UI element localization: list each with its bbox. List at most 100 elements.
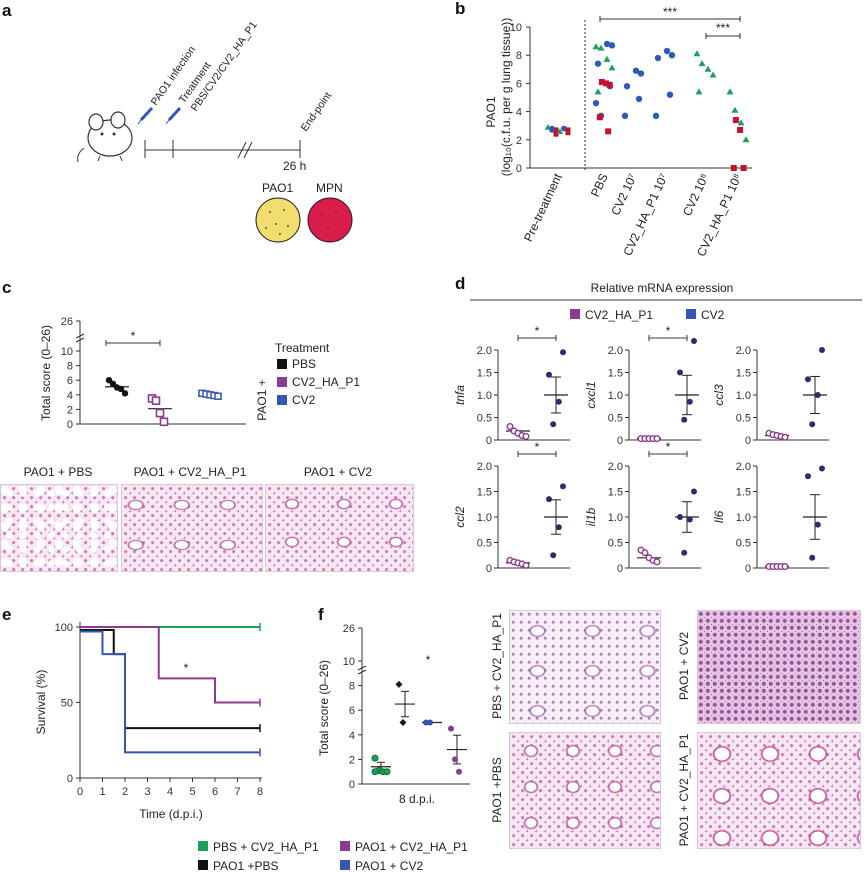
d-title: Relative mRNA expression <box>591 281 734 295</box>
d-point-cv2-ha-p1 <box>641 549 649 557</box>
f-point <box>456 768 462 775</box>
d-ytick-label: 0 <box>617 435 623 447</box>
c-hist-label: PAO1 + CV2 <box>304 465 372 479</box>
b-point-red <box>730 165 737 171</box>
d-ytick-label: 2.0 <box>608 461 623 473</box>
b-point-green <box>698 60 706 67</box>
b-point-blue <box>654 54 662 62</box>
d-ytick-label: 2.0 <box>477 345 492 357</box>
b-category-label: CV2 10⁸ <box>680 171 712 218</box>
d-ytick-label: 2.0 <box>477 461 492 473</box>
plate-label-mpn: MPN <box>316 181 343 195</box>
f-point <box>399 719 407 726</box>
d-point-cv2 <box>686 516 693 523</box>
f-hist-label: PBS + CV2_HA_P1 <box>490 613 504 719</box>
d-point-cv2 <box>814 521 821 528</box>
c-legend-swatch <box>277 359 287 369</box>
b-point-red <box>596 114 603 121</box>
d-ytick-label: 0 <box>617 563 623 575</box>
c-ytick-label: 8 <box>67 361 73 373</box>
d-ytick-label: 1.0 <box>736 512 751 524</box>
e-xtick-label: 1 <box>99 786 105 798</box>
f-ytick-label: 2 <box>349 754 355 766</box>
f-ylabel: Total score (0–26) <box>317 660 331 756</box>
d-ytick-label: 1.5 <box>608 487 623 499</box>
f-ytick-label: 26 <box>343 623 355 635</box>
d-gene-label: il1b <box>584 507 598 526</box>
d-point-cv2 <box>555 398 562 405</box>
panel-e: Survival (%) Time (d.p.i.) * 0 1 2 3 4 5 6 7 8 0 5… <box>34 622 468 872</box>
e-xtick-label: 5 <box>189 786 195 798</box>
d-ytick-label: 2.0 <box>736 345 751 357</box>
d-ytick-label: 1.0 <box>736 390 751 402</box>
d-gene-label: Il6 <box>712 510 726 523</box>
plate-label-pao1: PAO1 <box>262 181 293 195</box>
e-xtick-label: 3 <box>144 786 150 798</box>
d-point-cv2 <box>809 421 816 428</box>
e-ylabel: Survival (%) <box>34 670 48 735</box>
b-category-label: Pre-treatment <box>521 171 565 244</box>
e-legend-swatch <box>340 860 350 870</box>
d-legend-2: CV2 <box>701 308 725 322</box>
f-xlabel: 8 d.p.i. <box>399 792 435 806</box>
c-sig: * <box>131 329 136 343</box>
f-point <box>452 756 458 763</box>
c-point <box>151 396 161 405</box>
c-ytick-label: 4 <box>67 390 73 402</box>
c-hist-label: PAO1 + PBS <box>24 465 93 479</box>
d-ytick-label: 1.0 <box>608 390 623 402</box>
b-ytick-label: 6 <box>516 78 522 90</box>
b-ytick-label: 10 <box>510 22 522 34</box>
b-point-green <box>704 65 712 72</box>
b-point-green <box>709 71 717 78</box>
b-point-blue <box>663 47 671 55</box>
d-ytick-label: 1.5 <box>477 487 492 499</box>
d-gene-label: ccl3 <box>712 384 726 406</box>
b-ytick-label: 8 <box>516 50 522 62</box>
b-point-green <box>592 43 600 50</box>
b-point <box>565 130 571 136</box>
histology-f-pao1-cv2 <box>697 610 861 724</box>
b-point-blue <box>637 70 645 77</box>
f-point <box>371 754 379 762</box>
c-legend-prefix: PAO1 + <box>255 379 269 420</box>
panel-label-a: a <box>2 1 12 20</box>
d-ytick-label: 0.5 <box>736 538 751 550</box>
f-ytick-label: 8 <box>349 681 355 693</box>
b-category-label: PBS <box>588 171 611 199</box>
d-legend-swatch-1 <box>570 309 580 319</box>
e-ytick-label: 0 <box>67 773 73 785</box>
e-xtick-label: 8 <box>257 786 263 798</box>
b-category-label: CV2 10⁷ <box>608 171 639 217</box>
c-point <box>155 408 165 418</box>
d-ytick-label: 0 <box>486 435 492 447</box>
d-point-cv2-ha-p1 <box>781 562 789 570</box>
d-point-cv2 <box>546 371 552 378</box>
b-point-blue <box>592 99 600 107</box>
e-legend-label: PAO1 + CV2_HA_P1 <box>355 840 468 854</box>
plate-pao1 <box>255 197 301 243</box>
c-legend-label: CV2_HA_P1 <box>292 375 360 389</box>
mouse-icon <box>77 111 133 163</box>
d-ytick-label: 0.5 <box>477 538 492 550</box>
b-point-red <box>603 80 610 87</box>
d-point-cv2-ha-p1 <box>522 561 530 569</box>
d-point-cv2 <box>677 514 683 520</box>
b-point-blue <box>652 112 660 120</box>
c-point <box>121 390 129 397</box>
b-point-blue <box>623 83 631 90</box>
c-ytick-label: 10 <box>61 346 73 358</box>
d-gene-label: cxcl1 <box>584 381 598 408</box>
b-point-green <box>594 88 602 95</box>
b-point-green <box>731 106 739 113</box>
d-legend-swatch-2 <box>686 309 696 319</box>
d-point-cv2-ha-p1 <box>653 558 661 566</box>
histology-pbs <box>0 484 118 572</box>
d-point-cv2-ha-p1 <box>781 433 789 441</box>
b-point <box>545 124 551 130</box>
e-xlabel: Time (d.p.i.) <box>139 807 203 821</box>
d-point-cv2 <box>805 473 811 480</box>
b-point-blue <box>608 42 616 49</box>
c-legend-swatch <box>277 377 287 387</box>
e-xtick-label: 4 <box>167 786 173 798</box>
